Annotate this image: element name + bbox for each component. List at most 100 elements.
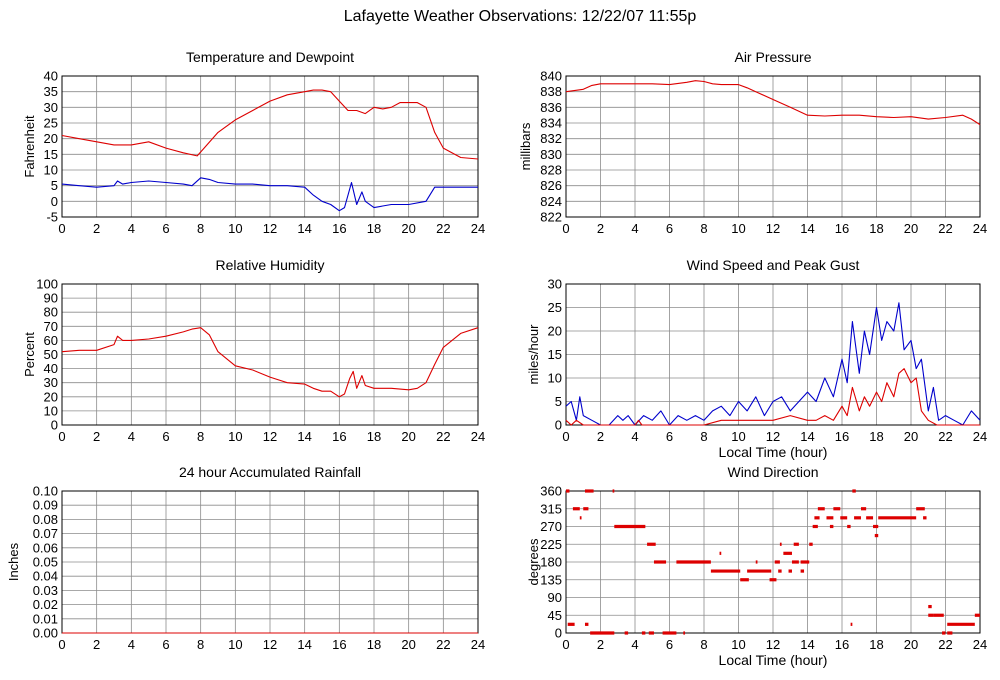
y-tick-label: 826 [540, 178, 562, 193]
rainfall-chart: 0 2 4 6 8 10 12 14 16 18 20 22 240.000.010.020.030.0… [6, 464, 485, 652]
chart-title: Temperature and Dewpoint [186, 49, 354, 65]
y-tick-label: 0.04 [33, 569, 58, 584]
y-tick-label: 135 [540, 572, 562, 587]
x-tick-label: 6 [162, 429, 169, 444]
x-tick-label: 12 [263, 221, 277, 236]
direction-chart: 0 2 4 6 8 10 12 14 16 18 20 22 240459013518022527031… [526, 464, 987, 668]
chart-title: 24 hour Accumulated Rainfall [179, 464, 361, 480]
x-tick-label: 4 [631, 637, 638, 652]
x-tick-label: 6 [666, 221, 673, 236]
y-tick-label: 840 [540, 69, 562, 84]
series-line-red [565, 80, 981, 126]
y-tick-label: 0 [555, 418, 562, 433]
x-tick-label: 2 [93, 637, 100, 652]
y-tick-label: 0 [51, 194, 58, 209]
y-tick-label: 30 [548, 277, 562, 292]
y-axis-label: Percent [22, 332, 37, 377]
x-tick-label: 24 [471, 221, 485, 236]
y-tick-label: 0.09 [33, 498, 58, 513]
pressure-chart: 0 2 4 6 8 10 12 14 16 18 20 22 248228248268288308328… [518, 49, 987, 236]
x-tick-label: 24 [973, 221, 987, 236]
x-tick-label: 6 [666, 637, 673, 652]
x-tick-label: 4 [631, 221, 638, 236]
y-tick-label: 0.05 [33, 555, 58, 570]
x-tick-label: 10 [731, 221, 745, 236]
y-tick-label: 360 [540, 484, 562, 499]
x-tick-label: 20 [904, 637, 918, 652]
plot-frame [565, 490, 981, 634]
x-tick-label: 2 [597, 221, 604, 236]
x-tick-label: 24 [973, 637, 987, 652]
x-tick-label: 2 [93, 221, 100, 236]
x-tick-label: 18 [869, 429, 883, 444]
x-tick-label: 8 [197, 221, 204, 236]
y-tick-label: 0.08 [33, 512, 58, 527]
x-tick-label: 10 [731, 429, 745, 444]
x-tick-label: 16 [332, 637, 346, 652]
y-axis-label: miles/hour [526, 324, 541, 385]
y-tick-label: 824 [540, 194, 562, 209]
x-tick-label: 10 [731, 637, 745, 652]
x-tick-label: 22 [938, 221, 952, 236]
x-tick-label: 14 [297, 221, 311, 236]
x-tick-label: 20 [401, 429, 415, 444]
x-tick-label: 8 [700, 221, 707, 236]
x-tick-label: 18 [869, 637, 883, 652]
y-tick-label: 20 [44, 131, 58, 146]
y-tick-label: 830 [540, 147, 562, 162]
x-tick-label: 8 [700, 637, 707, 652]
x-tick-label: 18 [367, 637, 381, 652]
chart-title: Wind Direction [727, 464, 818, 480]
temp-chart: 0 2 4 6 8 10 12 14 16 18 20 22 24-50510152025303540T… [22, 49, 485, 236]
x-tick-label: 22 [436, 637, 450, 652]
y-tick-label: 832 [540, 131, 562, 146]
x-tick-label: 2 [597, 429, 604, 444]
x-tick-label: 20 [401, 221, 415, 236]
y-tick-label: 40 [44, 361, 58, 376]
x-tick-label: 24 [471, 429, 485, 444]
y-tick-label: 0.01 [33, 611, 58, 626]
series-line-blue [565, 302, 981, 426]
x-tick-label: 8 [197, 429, 204, 444]
humidity-chart: 0 2 4 6 8 10 12 14 16 18 20 22 240102030405060708090… [22, 257, 485, 444]
x-tick-label: 12 [766, 637, 780, 652]
x-tick-label: 16 [332, 429, 346, 444]
y-tick-label: 225 [540, 537, 562, 552]
x-tick-label: 0 [562, 429, 569, 444]
y-tick-label: 30 [44, 100, 58, 115]
x-tick-label: 14 [800, 221, 814, 236]
y-tick-label: 50 [44, 347, 58, 362]
x-tick-label: 6 [666, 429, 673, 444]
y-tick-label: 25 [548, 300, 562, 315]
x-tick-label: 14 [297, 429, 311, 444]
x-tick-label: 10 [228, 221, 242, 236]
y-tick-label: 836 [540, 100, 562, 115]
x-tick-label: 14 [297, 637, 311, 652]
plot-frame [565, 283, 981, 426]
x-tick-label: 16 [835, 221, 849, 236]
x-tick-label: 8 [197, 637, 204, 652]
series-line-red [61, 89, 479, 160]
y-axis-label: Inches [6, 542, 21, 581]
y-tick-label: 828 [540, 163, 562, 178]
x-tick-label: 16 [332, 221, 346, 236]
x-tick-label: 10 [228, 429, 242, 444]
x-tick-label: 18 [367, 429, 381, 444]
x-tick-label: 12 [766, 429, 780, 444]
x-tick-label: 0 [562, 221, 569, 236]
series-line-blue [61, 177, 478, 212]
x-tick-label: 14 [800, 429, 814, 444]
x-tick-label: 20 [401, 637, 415, 652]
y-tick-label: 35 [44, 84, 58, 99]
x-tick-label: 0 [562, 637, 569, 652]
x-tick-label: 4 [128, 637, 135, 652]
series-line-red [61, 327, 479, 398]
x-tick-label: 10 [228, 637, 242, 652]
y-tick-label: 5 [51, 178, 58, 193]
y-tick-label: 0.07 [33, 526, 58, 541]
y-axis-label: millibars [518, 122, 533, 170]
x-tick-label: 16 [835, 429, 849, 444]
plot-frame [61, 75, 479, 218]
y-tick-label: 60 [44, 333, 58, 348]
